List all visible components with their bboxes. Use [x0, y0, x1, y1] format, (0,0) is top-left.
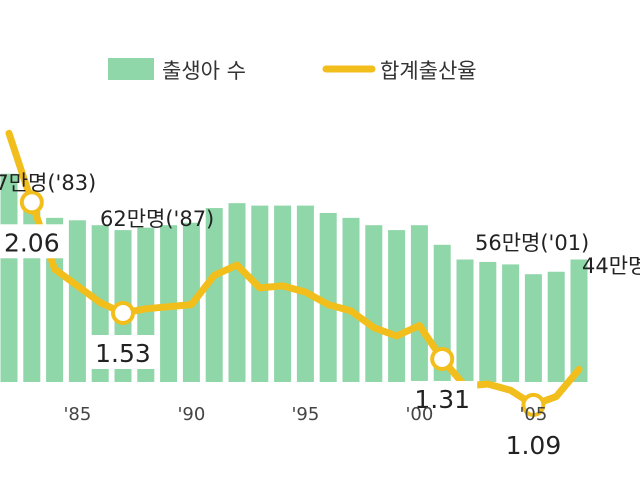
birth-bar-2000 — [410, 225, 428, 382]
x-tick-1990: '90 — [177, 404, 205, 425]
rate-point-2001 — [430, 346, 455, 371]
birth-bar-1991 — [205, 208, 223, 382]
birth-bar-2004 — [502, 264, 520, 382]
birth-bar-2003 — [479, 261, 497, 382]
birth-annotation-1987: 62만명('87) — [100, 207, 214, 231]
legend-bar-label: 출생아 수 — [162, 59, 246, 83]
rate-point-1983 — [19, 190, 44, 215]
x-tick-2000: '00 — [405, 404, 433, 425]
birth-bar-2006 — [547, 271, 565, 382]
birth-bar-2005 — [524, 274, 542, 382]
legend: 출생아 수 합계출산율 — [108, 58, 477, 83]
rate-label-2001: 1.31 — [414, 385, 470, 414]
birth-annotation-2001: 56만명('01) — [475, 231, 589, 255]
rate-label-bg-1987 — [88, 335, 158, 369]
birth-bar-2002 — [456, 259, 474, 382]
birth-bar-1996 — [319, 212, 337, 382]
birth-bar-1999 — [388, 230, 406, 382]
rate-label-bg-2005 — [498, 426, 569, 461]
birth-bar-1994 — [274, 205, 292, 382]
birth-bar-2007 — [570, 259, 588, 382]
fertility-rate-line — [5, 129, 583, 409]
rate-label-1983: 2.06 — [4, 228, 60, 257]
annotations: 77만명('83)62만명('87) 56만명('01)44만명('05) — [0, 171, 640, 278]
x-tick-1995: '95 — [291, 404, 319, 425]
birth-annotation-1983: 77만명('83) — [0, 171, 96, 195]
rate-label-bg-1983 — [0, 224, 67, 259]
rate-labels: 2.06 1.53 1.31 1.09 — [0, 224, 569, 461]
rate-label-2005: 1.09 — [506, 431, 562, 460]
birth-bar-1985 — [68, 220, 86, 382]
x-axis: '85 '90 '95 '00 '05 — [63, 404, 547, 425]
x-tick-1985: '85 — [63, 404, 91, 425]
rate-point-1987 — [111, 301, 135, 325]
legend-line-label: 합계출산율 — [380, 59, 477, 83]
birth-bar-1982 — [0, 173, 18, 382]
line-series — [5, 129, 583, 417]
birth-bar-1992 — [228, 203, 246, 382]
rate-point-2005 — [521, 392, 546, 417]
rate-label-bg-2001 — [407, 380, 478, 415]
birth-bar-1993 — [251, 205, 269, 382]
birth-bar-1997 — [342, 217, 360, 382]
birth-bar-1998 — [365, 225, 383, 382]
legend-bar-swatch — [108, 58, 154, 80]
birth-annotation-2005: 44만명('05) — [582, 254, 640, 278]
x-tick-2005: '05 — [519, 404, 547, 425]
rate-label-1987: 1.53 — [95, 339, 151, 368]
